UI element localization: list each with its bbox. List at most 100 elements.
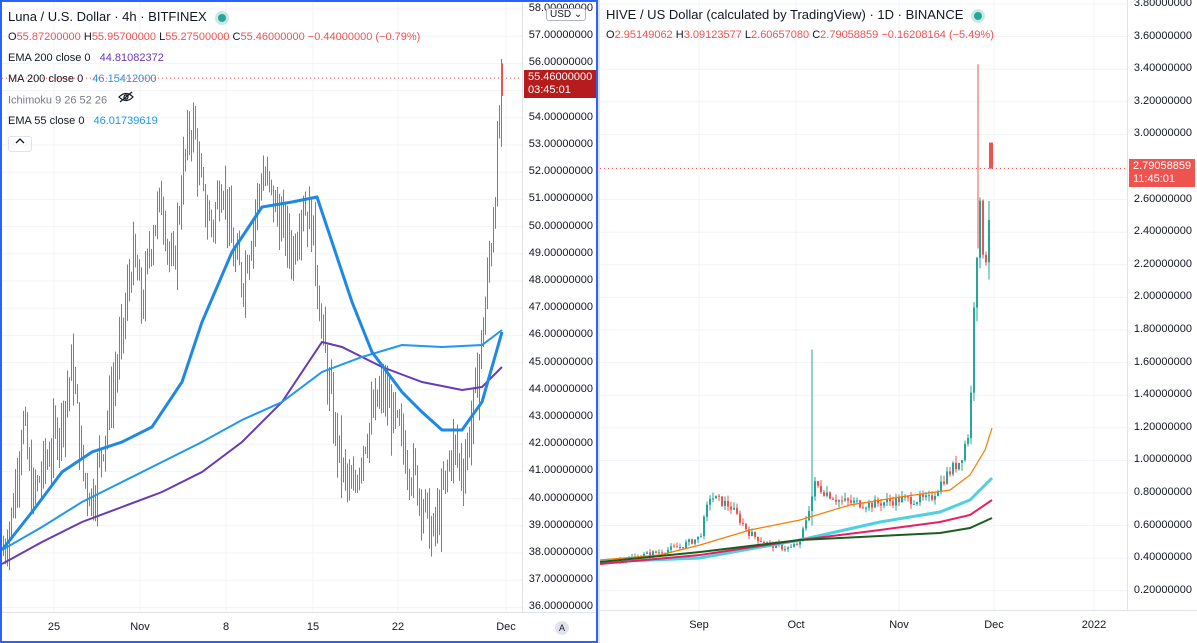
market-open-dot-icon xyxy=(974,12,983,21)
hive-candle-body xyxy=(970,392,972,439)
currency-select[interactable]: USD ⌄ xyxy=(546,8,587,21)
hive-candle-body xyxy=(943,481,945,484)
luna-price-tick: 50.00000000 xyxy=(528,219,593,232)
hive-candle-body xyxy=(865,507,867,509)
hive-candle-body xyxy=(979,200,981,258)
hive-candle-body xyxy=(889,498,891,502)
hive-candle-body xyxy=(817,481,819,486)
indicator-ema200[interactable]: EMA 200 close 0 44.81082372 xyxy=(8,52,164,64)
hive-candle-body xyxy=(718,495,720,497)
hive-price-tick: 1.60000000 xyxy=(1133,355,1192,368)
hive-candle-body xyxy=(676,546,678,548)
hive-candle-body xyxy=(727,501,729,507)
luna-last-price: 55.46000000 xyxy=(528,71,593,83)
hive-candle-body xyxy=(736,507,738,514)
luna-time-tick: Nov xyxy=(130,621,150,633)
auto-scale-button[interactable]: A xyxy=(555,621,569,635)
hive-open: 2.95149062 xyxy=(614,29,673,41)
market-open-dot-icon xyxy=(217,14,226,23)
hive-candle-body xyxy=(820,485,822,493)
hive-candle-body xyxy=(787,547,789,550)
luna-price-tick: 54.00000000 xyxy=(528,110,593,123)
hive-candle-body xyxy=(679,547,681,549)
hive-candle-body xyxy=(760,540,762,542)
luna-price-tick: 47.00000000 xyxy=(528,301,593,314)
hive-candle-body xyxy=(733,507,735,510)
hive-orange-line xyxy=(600,427,993,561)
hive-candle-body xyxy=(814,481,816,497)
hive-price-tick: 0.40000000 xyxy=(1133,551,1192,564)
hive-candle-body xyxy=(961,460,963,463)
hive-candle-body xyxy=(667,549,669,554)
hive-price-tick: 0.20000000 xyxy=(1133,583,1192,596)
hive-candle-body xyxy=(685,542,687,548)
hive-candle-body xyxy=(754,532,756,537)
hive-candle-body xyxy=(709,498,711,505)
hive-candle-body xyxy=(871,502,873,508)
luna-change: −0.44000000 (−0.79%) xyxy=(307,31,421,43)
hive-candle-body xyxy=(913,504,915,506)
hive-time-tick: Oct xyxy=(787,619,805,631)
luna-price-tick: 40.00000000 xyxy=(528,491,593,504)
luna-low: 55.27500000 xyxy=(165,31,230,43)
hive-time-axis[interactable]: Sep Oct Nov Dec 2022 xyxy=(600,610,1197,641)
hive-last-price-tag: 2.79058859 11:45:01 xyxy=(1129,159,1196,187)
luna-chart-pane[interactable]: Luna / U.S. Dollar · 4h · BITFINEX O55.8… xyxy=(0,0,598,643)
luna-price-plot[interactable] xyxy=(2,2,598,612)
luna-price-tick: 46.00000000 xyxy=(528,328,593,341)
hive-symbol-title[interactable]: HIVE / US Dollar (calculated by TradingV… xyxy=(606,7,964,22)
hive-change: −0.16208164 (−5.49%) xyxy=(881,29,994,41)
luna-ohlc: O55.87200000 H55.95700000 L55.27500000 C… xyxy=(8,31,421,43)
indicator-ichimoku[interactable]: Ichimoku 9 26 52 26 xyxy=(8,90,420,111)
luna-price-axis[interactable]: 58.0000000057.0000000056.0000000055.0000… xyxy=(522,2,596,612)
ema200-line xyxy=(2,340,503,565)
hive-price-axis[interactable]: 3.80000000 3.60000000 3.40000000 3.20000000… xyxy=(1127,0,1197,610)
luna-high: 55.95700000 xyxy=(91,31,157,43)
luna-price-tick: 52.00000000 xyxy=(528,165,593,178)
hive-candle-body xyxy=(883,502,885,506)
hive-price-tick: 3.20000000 xyxy=(1133,94,1192,107)
hive-candle-body xyxy=(805,520,807,529)
hive-candle-body xyxy=(919,494,921,503)
hive-last-price: 2.79058859 xyxy=(1133,160,1192,172)
hive-candle-body xyxy=(946,471,948,484)
indicator-ema55[interactable]: EMA 55 close 0 46.01739619 xyxy=(8,115,158,127)
hive-candle-body xyxy=(973,307,975,393)
pane-separator[interactable] xyxy=(598,0,600,643)
hive-price-plot[interactable] xyxy=(600,0,1130,610)
hive-candle-body xyxy=(703,516,705,537)
hive-price-tick: 2.60000000 xyxy=(1133,192,1192,205)
hive-last-candle xyxy=(989,142,993,169)
hive-candle-body xyxy=(835,499,837,502)
collapse-legend-button[interactable] xyxy=(8,136,32,152)
luna-time-axis[interactable]: 25 Nov 8 15 22 Dec xyxy=(2,612,596,641)
hive-candle-body xyxy=(853,500,855,503)
hive-candle-body xyxy=(793,544,795,547)
luna-price-tick: 49.00000000 xyxy=(528,246,593,259)
luna-price-tick: 37.00000000 xyxy=(528,573,593,586)
hive-chart-pane[interactable]: HIVE / US Dollar (calculated by TradingV… xyxy=(600,0,1197,643)
hive-candle-body xyxy=(796,544,798,546)
hive-candle-body xyxy=(739,513,741,523)
hive-price-tick: 2.20000000 xyxy=(1133,257,1192,270)
hidden-eye-icon[interactable] xyxy=(118,90,134,111)
hive-candle-body xyxy=(712,498,714,500)
hive-ohlc: O2.95149062 H3.09123577 L2.60657080 C2.7… xyxy=(606,29,994,41)
hive-candle-body xyxy=(832,498,834,500)
hive-candle-body xyxy=(898,497,900,503)
luna-price-tick: 51.00000000 xyxy=(528,192,593,205)
hive-candle-body xyxy=(967,438,969,444)
luna-time-tick: 8 xyxy=(222,621,230,633)
hive-high: 3.09123577 xyxy=(683,29,742,41)
hive-candle-body xyxy=(823,492,825,496)
hive-candle-body xyxy=(874,499,876,508)
indicator-ma200[interactable]: MA 200 close 0 46.15412000 xyxy=(8,73,157,85)
luna-open: 55.87200000 xyxy=(16,31,81,43)
hive-candle-body xyxy=(868,502,870,508)
hive-candle-body xyxy=(721,496,723,506)
hive-candle-body xyxy=(877,499,879,504)
hive-candle-body xyxy=(880,503,882,506)
luna-symbol-title[interactable]: Luna / U.S. Dollar · 4h · BITFINEX xyxy=(8,9,207,24)
hive-candle-body xyxy=(790,546,792,548)
ema200-value: 44.81082372 xyxy=(99,52,164,64)
